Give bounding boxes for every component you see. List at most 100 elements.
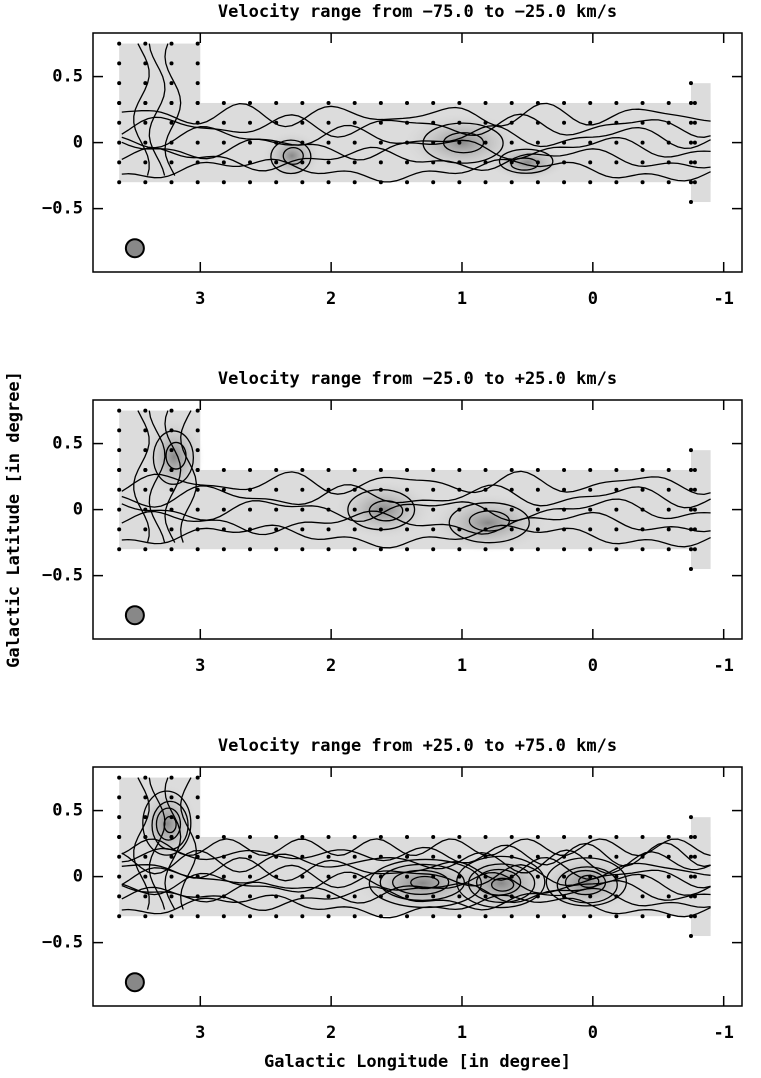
sample-point <box>248 100 253 105</box>
sample-point <box>509 180 514 185</box>
sample-point <box>692 487 697 492</box>
sample-point <box>221 527 226 532</box>
sample-point <box>195 41 200 46</box>
sample-point <box>117 448 122 453</box>
sample-point <box>248 160 253 165</box>
sample-point <box>588 854 593 859</box>
sample-point <box>431 100 436 105</box>
sample-point <box>688 567 693 572</box>
sample-point <box>509 487 514 492</box>
sample-point <box>117 467 122 472</box>
sample-point <box>457 507 462 512</box>
sample-point <box>562 100 567 105</box>
sample-point <box>221 160 226 165</box>
y-tick-label: 0 <box>73 867 83 887</box>
sample-point <box>688 914 693 919</box>
sample-point <box>535 894 540 899</box>
sample-point <box>326 507 331 512</box>
sample-point <box>666 140 671 145</box>
sample-point <box>274 834 279 839</box>
sample-point <box>143 815 148 820</box>
sample-point <box>588 914 593 919</box>
contour-ring <box>422 122 504 164</box>
sample-point <box>248 854 253 859</box>
sample-point <box>457 527 462 532</box>
sample-point <box>431 140 436 145</box>
sample-point <box>195 428 200 433</box>
sample-point <box>535 180 540 185</box>
beam <box>124 238 145 259</box>
contour-line <box>133 43 150 176</box>
sample-point <box>378 160 383 165</box>
sample-point <box>405 874 410 879</box>
contour-ring <box>151 800 189 851</box>
sample-point <box>117 120 122 125</box>
y-tick-label: −0.5 <box>42 566 83 586</box>
sample-point <box>117 874 122 879</box>
sample-point <box>143 41 148 46</box>
sample-point <box>117 180 122 185</box>
sample-point <box>326 874 331 879</box>
contour-ring <box>564 869 607 896</box>
sample-point <box>352 180 357 185</box>
sample-point <box>352 120 357 125</box>
plot-frame <box>92 32 743 273</box>
sample-point <box>483 467 488 472</box>
sample-point <box>300 160 305 165</box>
sample-point <box>195 815 200 820</box>
sample-point <box>300 834 305 839</box>
sample-point <box>378 874 383 879</box>
sample-point <box>688 180 693 185</box>
contour-ring <box>379 863 465 902</box>
sample-point <box>300 100 305 105</box>
sample-point <box>143 100 148 105</box>
sample-point <box>640 100 645 105</box>
sample-point <box>221 140 226 145</box>
sample-point <box>509 914 514 919</box>
sample-point <box>378 547 383 552</box>
sample-point <box>688 934 693 939</box>
contour-line <box>121 842 711 868</box>
sample-point <box>143 81 148 86</box>
sample-point <box>614 180 619 185</box>
sample-point <box>195 795 200 800</box>
emission-blob <box>428 492 549 553</box>
sample-point <box>300 507 305 512</box>
sample-point <box>378 834 383 839</box>
sample-point <box>509 140 514 145</box>
sample-point <box>378 914 383 919</box>
sample-point <box>143 547 148 552</box>
sample-point <box>143 467 148 472</box>
sample-point <box>143 775 148 780</box>
sample-point <box>666 100 671 105</box>
sample-point <box>352 894 357 899</box>
sample-point <box>169 120 174 125</box>
sample-point <box>195 100 200 105</box>
sample-point <box>169 527 174 532</box>
contour-ring <box>368 500 404 522</box>
x-tick-label: 0 <box>588 289 598 309</box>
y-tick-label: 0.5 <box>52 67 83 87</box>
sample-point <box>274 120 279 125</box>
contour-ring <box>468 510 510 532</box>
sample-point <box>640 467 645 472</box>
sample-point <box>195 894 200 899</box>
sample-point <box>117 428 122 433</box>
panel-title: Velocity range from −25.0 to +25.0 km/s <box>218 369 617 389</box>
sample-point <box>274 854 279 859</box>
contour-line <box>121 484 711 509</box>
sample-point <box>195 834 200 839</box>
sample-point <box>431 854 436 859</box>
sample-point <box>614 100 619 105</box>
contour-ring <box>410 875 440 890</box>
panel-title: Velocity range from +25.0 to +75.0 km/s <box>218 736 617 756</box>
x-tick-label: 0 <box>588 1023 598 1043</box>
sample-point <box>588 894 593 899</box>
sample-point <box>352 854 357 859</box>
sample-point <box>688 507 693 512</box>
sample-point <box>169 467 174 472</box>
sample-point <box>483 527 488 532</box>
sample-point <box>169 408 174 413</box>
sample-point <box>405 894 410 899</box>
sample-point <box>405 854 410 859</box>
